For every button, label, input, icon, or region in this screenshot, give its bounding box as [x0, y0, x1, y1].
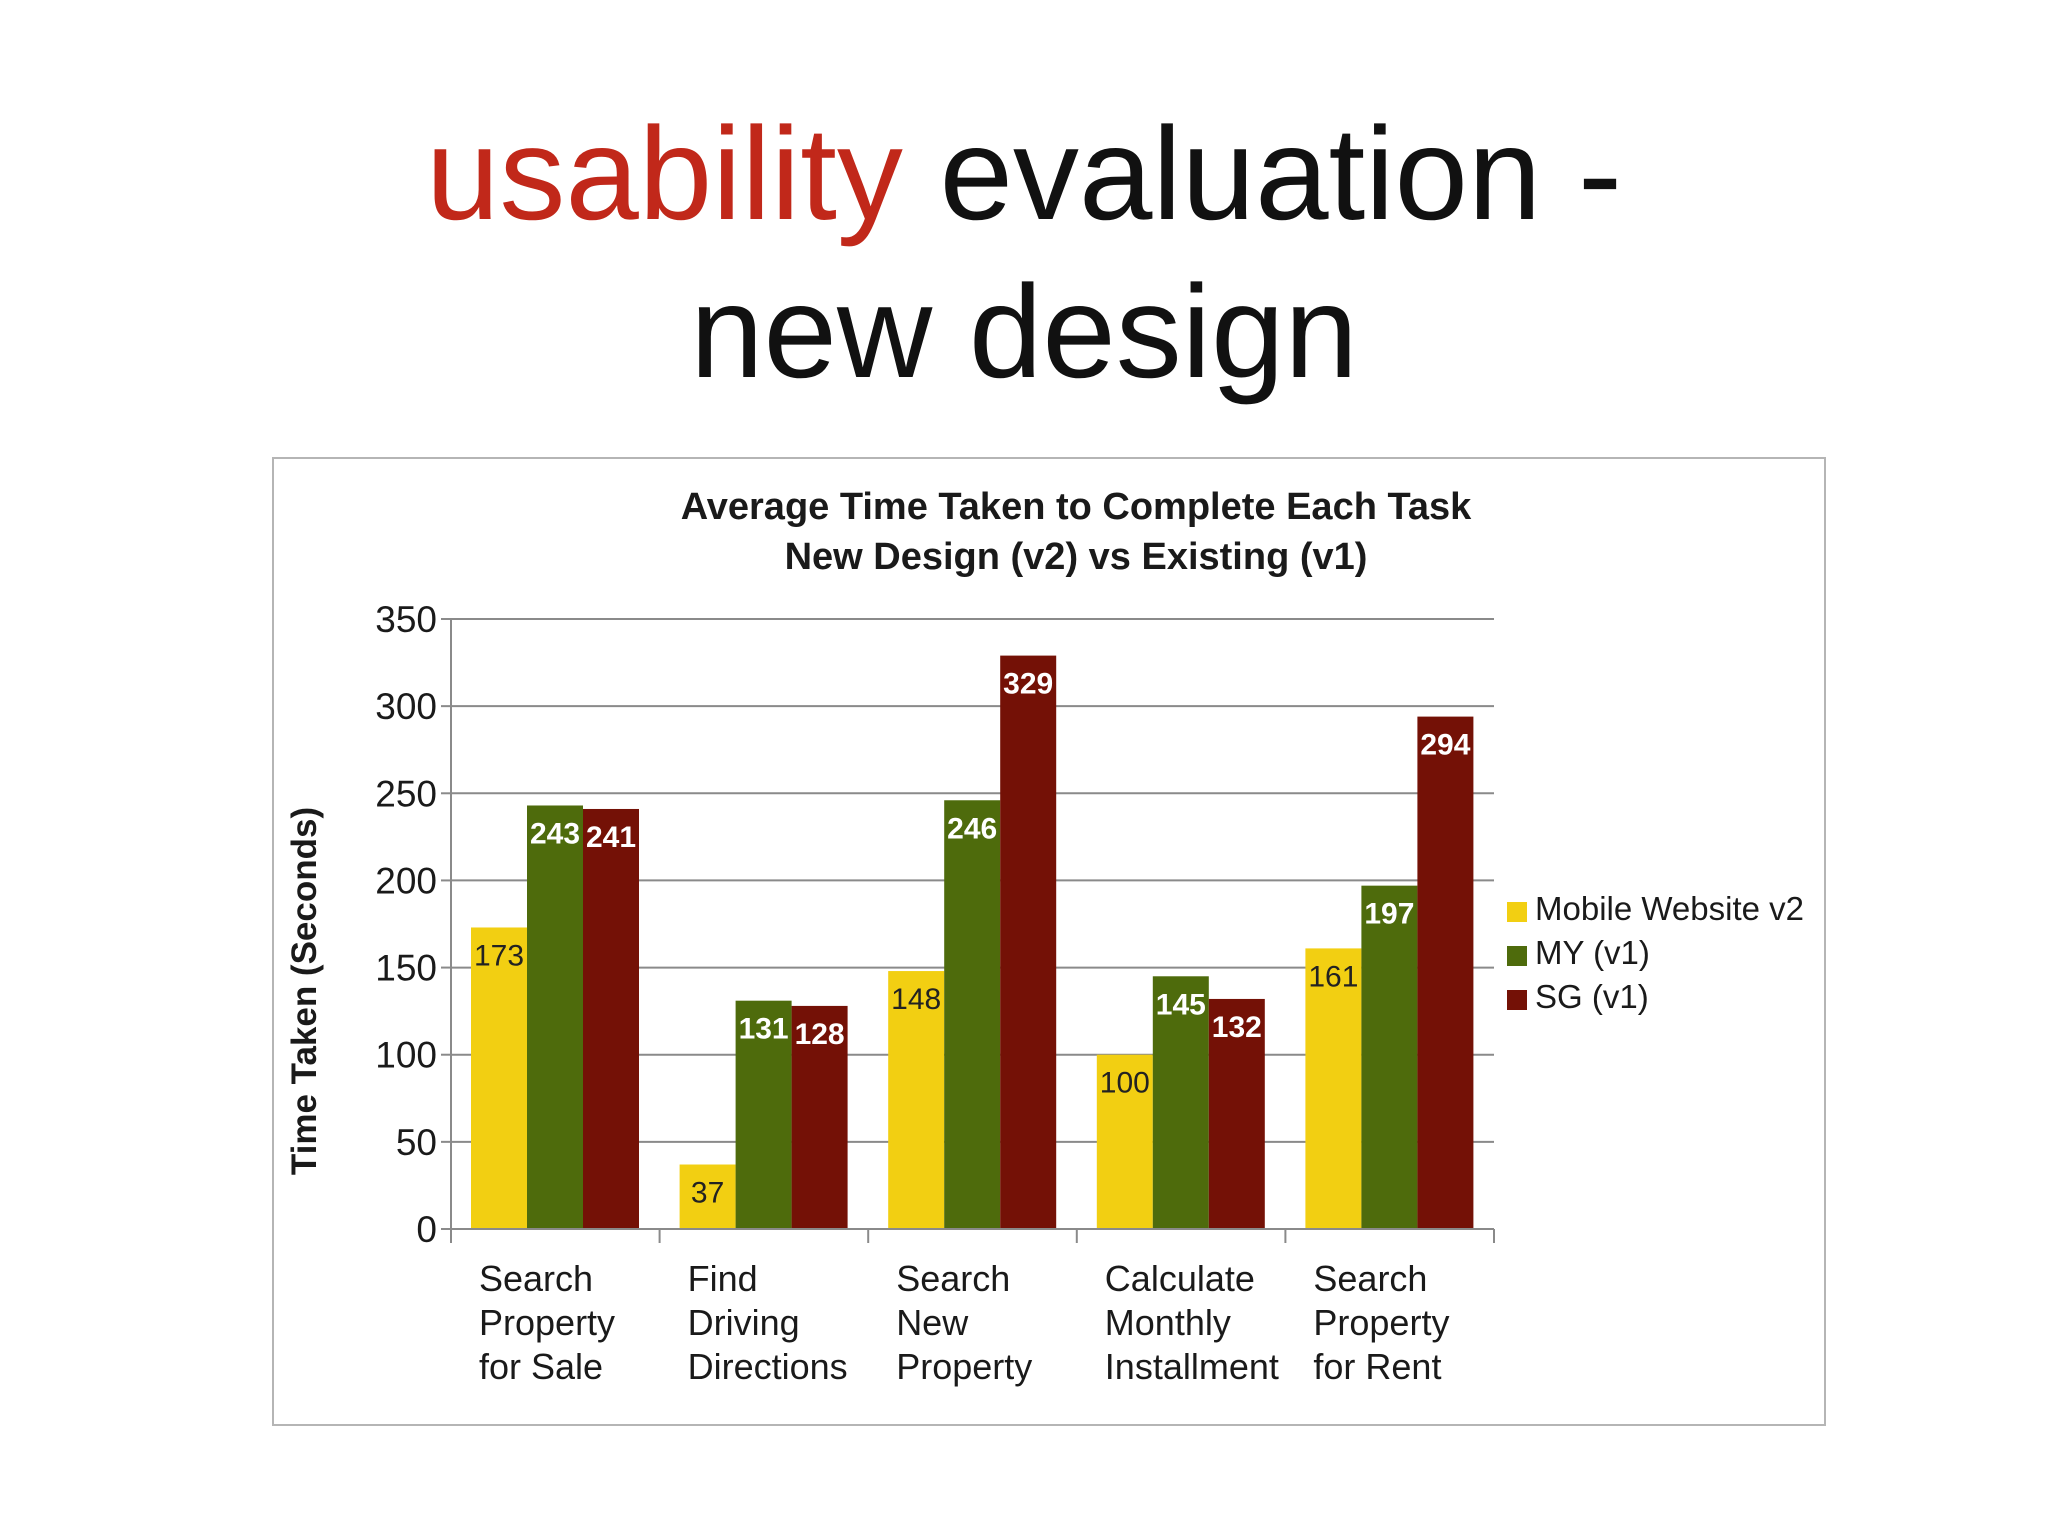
y-tick-label: 200 — [375, 860, 437, 901]
y-axis-label: Time Taken (Seconds) — [285, 807, 324, 1175]
y-tick-label: 150 — [375, 948, 437, 989]
x-tick-label: Calculate Monthly Installment — [1105, 1258, 1279, 1387]
bar — [1000, 655, 1057, 1229]
data-label: 37 — [691, 1177, 724, 1210]
bar-chart: Average Time Taken to Complete Each Task… — [285, 486, 1804, 1387]
data-label: 243 — [530, 817, 580, 850]
bar — [1417, 716, 1474, 1229]
bar — [583, 808, 639, 1229]
legend-label: SG (v1) — [1535, 978, 1649, 1015]
legend-label: MY (v1) — [1535, 934, 1650, 971]
x-tick-label: Find Driving Directions — [688, 1258, 848, 1387]
slide-title-line1: usability evaluation - — [0, 95, 2048, 253]
legend-label: Mobile Website v2 — [1535, 890, 1804, 927]
y-tick-label: 50 — [396, 1122, 437, 1163]
x-tick-label: Search New Property — [896, 1258, 1032, 1387]
data-label: 100 — [1100, 1067, 1150, 1100]
slide-title-rest: evaluation - — [902, 100, 1622, 247]
data-label: 294 — [1420, 729, 1470, 762]
y-tick-label: 0 — [416, 1209, 437, 1250]
bar — [944, 800, 1001, 1229]
legend-swatch — [1507, 946, 1527, 966]
y-tick-label: 250 — [375, 773, 437, 814]
data-label: 173 — [474, 939, 524, 972]
data-label: 161 — [1308, 960, 1358, 993]
slide-title-line2: new design — [690, 258, 1358, 405]
x-tick-label: Search Property for Sale — [479, 1258, 615, 1387]
bar — [1096, 1054, 1153, 1229]
legend: Mobile Website v2 MY (v1) SG (v1) — [1507, 890, 1804, 1015]
y-tick-label: 350 — [375, 599, 437, 640]
slide-title: usability evaluation - new design — [0, 95, 2048, 411]
y-tick-label: 300 — [375, 686, 437, 727]
data-label: 246 — [947, 812, 997, 845]
bar — [527, 805, 583, 1229]
legend-swatch — [1507, 902, 1527, 922]
chart-subtitle: New Design (v2) vs Existing (v1) — [785, 536, 1368, 578]
data-label: 148 — [891, 983, 941, 1016]
chart-frame: Average Time Taken to Complete Each Task… — [272, 457, 1826, 1426]
bar — [679, 1164, 736, 1229]
legend-swatch — [1507, 990, 1527, 1010]
axes: 0 50 100 150 200 250 300 350 Search Property for S… — [375, 599, 1495, 1387]
bar — [791, 1005, 848, 1229]
data-label: 132 — [1212, 1011, 1262, 1044]
x-tick-label: Search Property for Rent — [1313, 1258, 1449, 1387]
bar — [1361, 885, 1418, 1229]
data-label: 197 — [1364, 898, 1414, 931]
bar — [1305, 948, 1362, 1229]
bar — [888, 971, 945, 1229]
bar — [1152, 976, 1209, 1229]
y-tick-label: 100 — [375, 1035, 437, 1076]
data-label: 128 — [795, 1018, 845, 1051]
slide-title-accent: usability — [426, 100, 903, 247]
bar — [1208, 998, 1265, 1229]
data-label: 131 — [739, 1013, 789, 1046]
chart-title: Average Time Taken to Complete Each Task — [681, 486, 1472, 528]
data-label: 241 — [586, 821, 636, 854]
data-label: 145 — [1156, 988, 1206, 1021]
bar — [735, 1000, 792, 1229]
bar — [471, 927, 527, 1229]
data-label: 329 — [1003, 668, 1053, 701]
bars: 173 37 148 100 161 243 131 246 145 197 241 128 329 13… — [471, 655, 1474, 1229]
